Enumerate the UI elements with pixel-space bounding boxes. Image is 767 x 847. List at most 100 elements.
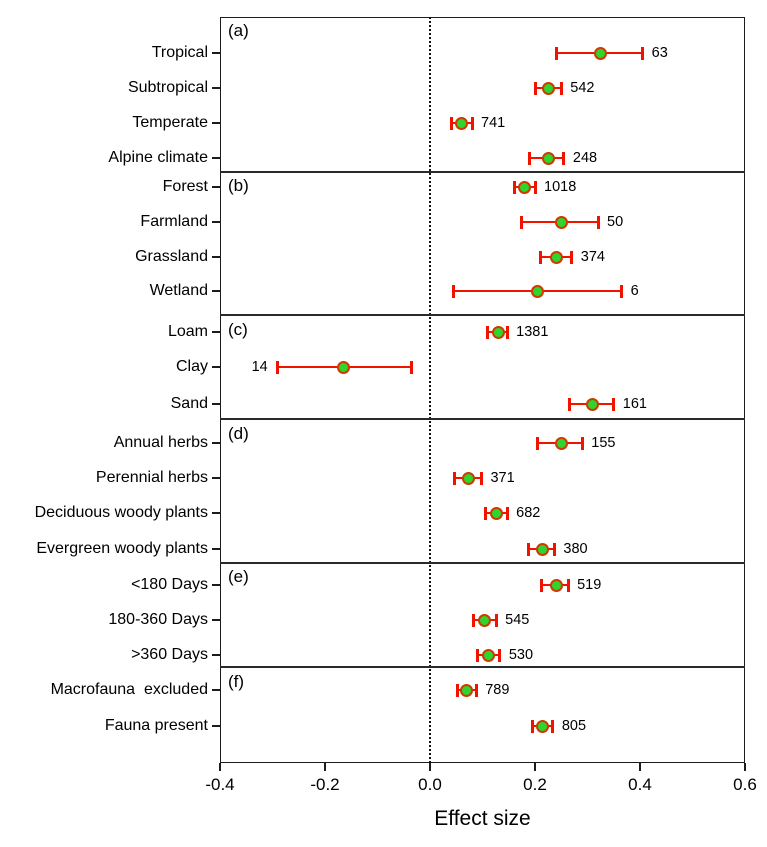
- y-axis-tick: [212, 221, 220, 223]
- error-bar-cap-right: [620, 284, 624, 298]
- sample-size-label: 63: [651, 45, 668, 61]
- y-axis-tick: [212, 366, 220, 368]
- error-bar-cap-right: [498, 648, 502, 662]
- point-marker: [531, 284, 545, 298]
- x-axis-tick: [324, 763, 326, 771]
- category-label: Sand: [170, 395, 208, 412]
- point-marker: [518, 180, 531, 194]
- sample-size-label: 374: [580, 249, 605, 265]
- category-label: Macrofauna excluded: [50, 681, 208, 698]
- panel-separator: [220, 666, 745, 668]
- category-label: Tropical: [151, 44, 208, 61]
- y-axis-tick: [212, 403, 220, 405]
- category-label: Alpine climate: [108, 149, 208, 166]
- y-axis-tick: [212, 512, 220, 514]
- error-bar-cap-left: [455, 683, 459, 697]
- x-axis-tick-label: -0.4: [205, 775, 235, 794]
- y-axis-tick: [212, 186, 220, 188]
- point-marker: [541, 81, 555, 95]
- sample-size-label: 380: [563, 541, 588, 557]
- error-bar-cap-left: [486, 325, 490, 339]
- sample-size-label: 741: [481, 115, 506, 131]
- point-marker: [482, 648, 496, 662]
- point-marker: [549, 578, 563, 592]
- x-axis-tick-label: 0.4: [628, 775, 652, 794]
- error-bar-cap-left: [540, 578, 544, 592]
- y-axis-tick: [212, 689, 220, 691]
- zero-reference-line: [429, 17, 431, 763]
- point-marker: [549, 250, 563, 264]
- category-label: Fauna present: [104, 717, 208, 734]
- error-bar-cap-left: [538, 250, 542, 264]
- panel-separator: [220, 418, 745, 420]
- sample-size-label: 545: [505, 612, 530, 628]
- error-bar-cap-left: [452, 284, 456, 298]
- category-label: Annual herbs: [113, 434, 208, 451]
- error-bar-cap-left: [533, 81, 537, 95]
- panel-letter: (c): [228, 320, 248, 339]
- error-bar-cap-left: [475, 648, 479, 662]
- point-marker: [455, 116, 468, 130]
- error-bar-cap-right: [580, 436, 584, 450]
- error-bar-cap-left: [554, 46, 558, 60]
- y-axis-tick: [212, 290, 220, 292]
- panel-separator: [220, 171, 745, 173]
- sample-size-label: 6: [630, 283, 639, 299]
- point-marker: [594, 46, 608, 60]
- x-axis-tick: [429, 763, 431, 771]
- sample-size-label: 682: [516, 505, 541, 521]
- error-bar-cap-right: [566, 578, 570, 592]
- error-bar-cap-left: [567, 397, 571, 411]
- x-axis-tick-label: -0.2: [310, 775, 340, 794]
- point-marker: [460, 683, 474, 697]
- error-bar-cap-right: [570, 250, 574, 264]
- x-axis-tick: [534, 763, 536, 771]
- x-axis-tick-label: 0.2: [523, 775, 547, 794]
- sample-size-label: 1018: [544, 179, 577, 195]
- sample-size-label: 789: [485, 682, 510, 698]
- point-marker: [554, 215, 568, 229]
- category-label: Subtropical: [127, 79, 208, 96]
- category-label: Temperate: [132, 114, 208, 131]
- error-bar-cap-right: [479, 471, 483, 485]
- y-axis-tick: [212, 725, 220, 727]
- y-axis-tick: [212, 256, 220, 258]
- error-bar-cap-right: [559, 81, 563, 95]
- error-bar-cap-left: [536, 436, 540, 450]
- point-marker: [461, 471, 475, 485]
- category-label: Farmland: [140, 213, 208, 230]
- x-axis-tick: [744, 763, 746, 771]
- panel-separator: [220, 562, 745, 564]
- error-bar-cap-left: [526, 542, 530, 556]
- point-marker: [536, 542, 550, 556]
- x-axis-tick-label: 0.6: [733, 775, 757, 794]
- panel-letter: (a): [228, 21, 249, 40]
- panel-separator: [220, 314, 745, 316]
- plot-area-border: [220, 17, 745, 763]
- y-axis-tick: [212, 477, 220, 479]
- category-label: Wetland: [149, 282, 208, 299]
- y-axis-tick: [212, 122, 220, 124]
- panel-letter: (b): [228, 176, 249, 195]
- category-label: Perennial herbs: [95, 469, 208, 486]
- y-axis-tick: [212, 331, 220, 333]
- category-label: Clay: [175, 358, 208, 375]
- error-bar-cap-right: [612, 397, 616, 411]
- sample-size-label: 161: [622, 396, 647, 412]
- sample-size-label: 1381: [516, 324, 549, 340]
- sample-size-label: 542: [570, 80, 595, 96]
- x-axis-title: Effect size: [434, 807, 531, 830]
- error-bar-cap-left: [472, 613, 476, 627]
- point-marker: [586, 397, 600, 411]
- y-axis-tick: [212, 584, 220, 586]
- category-label: Forest: [162, 178, 208, 195]
- category-label: >360 Days: [131, 646, 208, 663]
- error-bar-cap-right: [494, 613, 498, 627]
- error-bar-cap-right: [562, 151, 566, 165]
- error-bar-cap-right: [505, 506, 509, 520]
- point-marker: [478, 613, 492, 627]
- point-marker: [491, 325, 505, 339]
- y-axis-tick: [212, 157, 220, 159]
- error-bar-cap-left: [453, 471, 457, 485]
